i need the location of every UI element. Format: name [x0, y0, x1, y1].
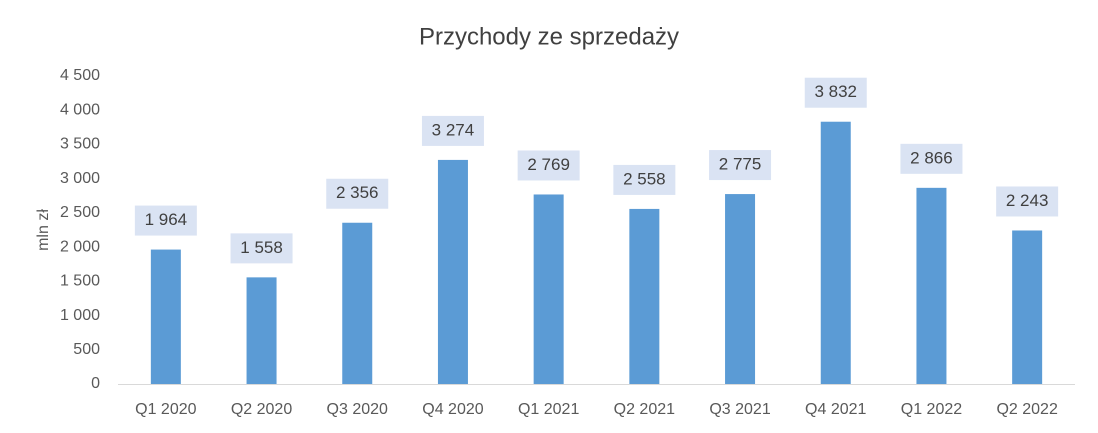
- value-label-box: [421, 115, 484, 146]
- chart-title: Przychody ze sprzedaży: [419, 23, 679, 50]
- bar: [437, 159, 468, 384]
- bar: [725, 194, 756, 384]
- x-tick-label: Q4 2021: [805, 401, 866, 418]
- value-label: 2 775: [719, 155, 762, 174]
- bar: [150, 249, 181, 384]
- x-tick-label: Q2 2020: [231, 401, 292, 418]
- bar: [820, 121, 851, 384]
- x-tick-label: Q3 2020: [327, 401, 388, 418]
- x-tick-label: Q2 2021: [614, 401, 675, 418]
- bar: [916, 187, 947, 384]
- value-label-box: [134, 205, 197, 236]
- y-tick-label: 0: [91, 375, 100, 392]
- y-tick-label: 3 000: [60, 170, 100, 187]
- value-label-box: [900, 143, 963, 174]
- y-axis-label: mln zł: [35, 209, 52, 251]
- x-tick-label: Q3 2021: [709, 401, 770, 418]
- x-tick-label: Q1 2020: [135, 401, 196, 418]
- value-label-box: [613, 164, 676, 195]
- y-tick-label: 4 000: [60, 101, 100, 118]
- value-label: 2 243: [1006, 191, 1049, 210]
- y-tick-label: 2 500: [60, 204, 100, 221]
- value-label: 2 558: [623, 169, 666, 188]
- y-tick-label: 1 500: [60, 273, 100, 290]
- x-tick-label: Q1 2022: [901, 401, 962, 418]
- y-tick-label: 4 500: [60, 67, 100, 84]
- value-label-box: [517, 150, 580, 181]
- value-label: 1 558: [240, 238, 283, 257]
- x-tick-label: Q4 2020: [422, 401, 483, 418]
- x-tick-label: Q1 2021: [518, 401, 579, 418]
- y-tick-label: 1 000: [60, 307, 100, 324]
- y-tick-label: 500: [73, 341, 100, 358]
- value-label: 2 356: [336, 183, 379, 202]
- y-tick-label: 2 000: [60, 238, 100, 255]
- value-label: 2 769: [527, 155, 570, 174]
- bar: [629, 208, 660, 384]
- bar: [246, 277, 277, 384]
- bar: [342, 222, 373, 384]
- bar: [533, 194, 564, 384]
- value-label-box: [804, 77, 867, 108]
- value-label-box: [996, 186, 1059, 217]
- y-tick-label: 3 500: [60, 136, 100, 153]
- value-label-box: [326, 178, 389, 209]
- bar: [1012, 230, 1043, 384]
- value-label: 3 832: [814, 82, 857, 101]
- x-tick-label: Q2 2022: [996, 401, 1057, 418]
- value-label: 3 274: [432, 120, 475, 139]
- value-label-box: [709, 150, 772, 181]
- value-label-box: [230, 233, 293, 264]
- value-label: 2 866: [910, 148, 953, 167]
- value-label: 1 964: [145, 210, 188, 229]
